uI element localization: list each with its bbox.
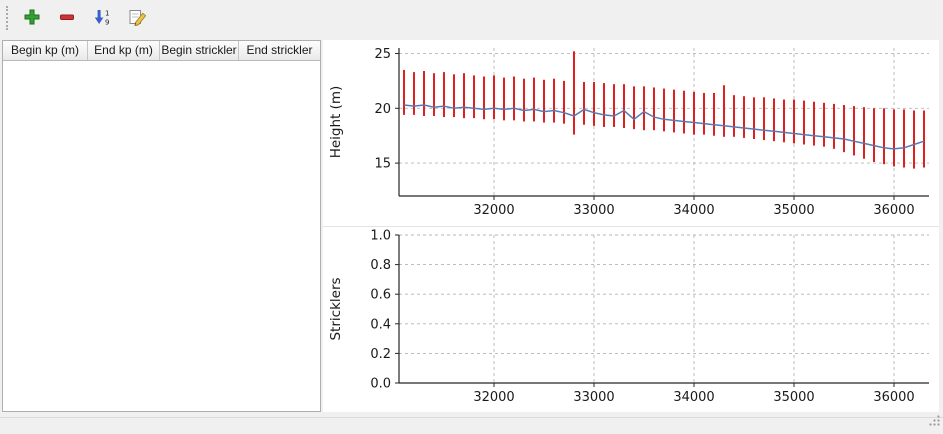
column-header-begin-strickler[interactable]: Begin strickler	[160, 41, 239, 60]
resize-grip-icon[interactable]	[928, 414, 941, 432]
edit-pencil-icon	[128, 8, 147, 29]
svg-text:34000: 34000	[673, 390, 714, 405]
svg-text:9: 9	[105, 18, 109, 26]
table-body-empty[interactable]	[3, 61, 320, 411]
column-header-end-kp[interactable]: End kp (m)	[88, 41, 160, 60]
svg-text:0.6: 0.6	[370, 288, 391, 303]
svg-text:1: 1	[105, 9, 109, 17]
svg-text:33000: 33000	[573, 390, 614, 405]
svg-text:Stricklers: Stricklers	[328, 277, 344, 340]
minus-icon	[58, 8, 76, 29]
edit-row-button[interactable]	[124, 5, 150, 31]
strickler-zones-table: Begin kp (m) End kp (m) Begin strickler …	[2, 40, 321, 412]
svg-text:0.8: 0.8	[370, 258, 391, 273]
svg-text:36000: 36000	[873, 203, 914, 218]
svg-text:33000: 33000	[573, 203, 614, 218]
column-header-begin-kp[interactable]: Begin kp (m)	[3, 41, 88, 60]
svg-text:1.0: 1.0	[370, 229, 391, 244]
height-profile-chart: 32000 33000 34000 35000 36000 15 20 25 Height (m…	[323, 40, 939, 226]
svg-text:34000: 34000	[673, 203, 714, 218]
table-header-row: Begin kp (m) End kp (m) Begin strickler …	[3, 41, 320, 61]
remove-row-button[interactable]	[54, 5, 80, 31]
charts-panel: 32000 33000 34000 35000 36000 15 20 25 Height (m…	[323, 40, 939, 412]
svg-text:20: 20	[374, 102, 391, 117]
stricklers-chart: 32000 33000 34000 35000 36000 0.0 0.2 0.4 0.6 0.8…	[323, 226, 939, 412]
svg-text:0.2: 0.2	[370, 347, 391, 362]
svg-text:32000: 32000	[473, 203, 514, 218]
column-header-end-strickler[interactable]: End strickler	[246, 43, 313, 57]
sort-numeric-icon: 1 9	[93, 8, 111, 29]
plus-icon	[23, 8, 41, 29]
status-bar	[0, 414, 943, 434]
svg-text:36000: 36000	[873, 390, 914, 405]
sort-rows-button[interactable]: 1 9	[89, 5, 115, 31]
svg-text:35000: 35000	[773, 390, 814, 405]
toolbar: 1 9	[0, 0, 943, 36]
svg-text:Height (m): Height (m)	[328, 86, 344, 159]
svg-text:35000: 35000	[773, 203, 814, 218]
svg-text:32000: 32000	[473, 390, 514, 405]
toolbar-drag-handle[interactable]	[6, 6, 11, 30]
svg-text:0.4: 0.4	[370, 317, 391, 332]
add-row-button[interactable]	[19, 5, 45, 31]
svg-text:0.0: 0.0	[370, 377, 391, 392]
svg-text:25: 25	[374, 47, 391, 62]
svg-text:15: 15	[374, 157, 391, 172]
